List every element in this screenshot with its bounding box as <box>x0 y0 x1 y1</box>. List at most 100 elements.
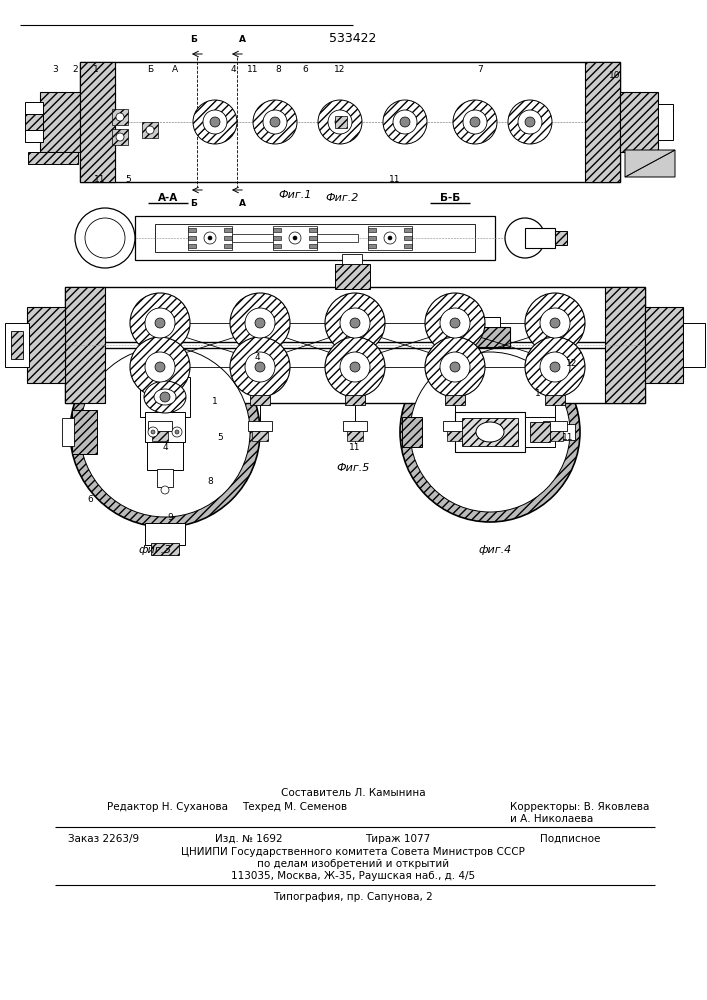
Circle shape <box>340 352 370 382</box>
Circle shape <box>470 117 480 127</box>
Bar <box>224 244 232 248</box>
Bar <box>530 422 550 442</box>
Bar <box>309 244 317 248</box>
Text: Типография, пр. Сапунова, 2: Типография, пр. Сапунова, 2 <box>273 892 433 902</box>
Circle shape <box>116 133 124 141</box>
Polygon shape <box>625 150 675 177</box>
Text: Подписное: Подписное <box>540 834 600 844</box>
Text: 4: 4 <box>162 444 168 452</box>
Text: 6: 6 <box>87 495 93 504</box>
Circle shape <box>325 293 385 353</box>
Text: 1: 1 <box>93 66 99 75</box>
Circle shape <box>255 362 265 372</box>
Circle shape <box>148 427 158 437</box>
Text: Б: Б <box>147 66 153 75</box>
Ellipse shape <box>144 381 186 413</box>
Text: 11: 11 <box>349 444 361 452</box>
Bar <box>342 254 362 264</box>
Bar <box>402 417 422 447</box>
Bar <box>188 244 196 248</box>
Text: 113035, Москва, Ж-35, Раушская наб., д. 4/5: 113035, Москва, Ж-35, Раушская наб., д. … <box>231 871 475 881</box>
Bar <box>605 287 645 403</box>
Text: Фиг.2: Фиг.2 <box>325 193 358 203</box>
Circle shape <box>325 337 385 397</box>
Circle shape <box>293 236 297 240</box>
Circle shape <box>253 100 297 144</box>
Bar <box>250 395 270 405</box>
Circle shape <box>155 318 165 328</box>
Bar <box>135 216 495 260</box>
Circle shape <box>450 362 460 372</box>
Circle shape <box>540 308 570 338</box>
Circle shape <box>525 337 585 397</box>
Text: ЦНИИПИ Государственного комитета Совета Министров СССР: ЦНИИПИ Государственного комитета Совета … <box>181 847 525 857</box>
Bar <box>151 543 179 555</box>
Bar <box>525 417 555 447</box>
Text: 9: 9 <box>167 512 173 522</box>
Text: Редактор Н. Суханова: Редактор Н. Суханова <box>107 802 228 812</box>
Circle shape <box>383 100 427 144</box>
Bar <box>147 442 183 470</box>
Bar <box>368 244 376 248</box>
Bar <box>152 431 168 441</box>
Circle shape <box>255 318 265 328</box>
Circle shape <box>230 293 290 353</box>
Circle shape <box>193 100 237 144</box>
Bar <box>683 323 705 367</box>
Bar <box>545 395 565 405</box>
Bar <box>80 62 620 182</box>
Text: фиг.3: фиг.3 <box>139 545 172 555</box>
Bar <box>150 395 170 405</box>
Bar <box>368 226 412 250</box>
Circle shape <box>130 337 190 397</box>
Text: 12: 12 <box>334 66 346 75</box>
Circle shape <box>518 110 542 134</box>
Text: 5: 5 <box>217 432 223 442</box>
Bar <box>148 421 172 431</box>
Circle shape <box>160 392 170 402</box>
Text: А-А: А-А <box>158 193 178 203</box>
Circle shape <box>425 337 485 397</box>
Bar <box>455 412 525 452</box>
Circle shape <box>230 337 290 397</box>
Circle shape <box>161 486 169 494</box>
Bar <box>555 231 567 245</box>
Bar <box>273 228 281 232</box>
Bar <box>147 320 183 342</box>
Bar <box>188 236 196 240</box>
Circle shape <box>350 318 360 328</box>
Bar <box>470 327 510 347</box>
Bar <box>620 92 658 152</box>
Bar <box>404 228 412 232</box>
Text: 4: 4 <box>255 353 259 361</box>
Text: Б: Б <box>191 200 197 209</box>
Circle shape <box>525 293 585 353</box>
Circle shape <box>540 352 570 382</box>
Text: Заказ 2263/9: Заказ 2263/9 <box>68 834 139 844</box>
Circle shape <box>425 293 485 353</box>
Text: 11: 11 <box>390 176 401 184</box>
Circle shape <box>318 100 362 144</box>
Text: 2: 2 <box>72 66 78 75</box>
Circle shape <box>116 113 124 121</box>
Bar <box>40 92 80 152</box>
Bar <box>248 421 272 431</box>
Text: Фиг.1: Фиг.1 <box>279 190 312 200</box>
Bar <box>309 236 317 240</box>
Bar <box>273 244 281 248</box>
Circle shape <box>440 352 470 382</box>
Bar <box>345 395 365 405</box>
Circle shape <box>450 318 460 328</box>
Bar <box>25 114 43 130</box>
Circle shape <box>172 427 182 437</box>
Circle shape <box>384 232 396 244</box>
Circle shape <box>388 236 392 240</box>
Bar <box>140 377 190 417</box>
Bar <box>65 287 645 403</box>
Bar <box>273 236 281 240</box>
Text: 12: 12 <box>566 360 578 368</box>
Circle shape <box>505 218 545 258</box>
Circle shape <box>263 110 287 134</box>
Circle shape <box>289 232 301 244</box>
Circle shape <box>155 362 165 372</box>
